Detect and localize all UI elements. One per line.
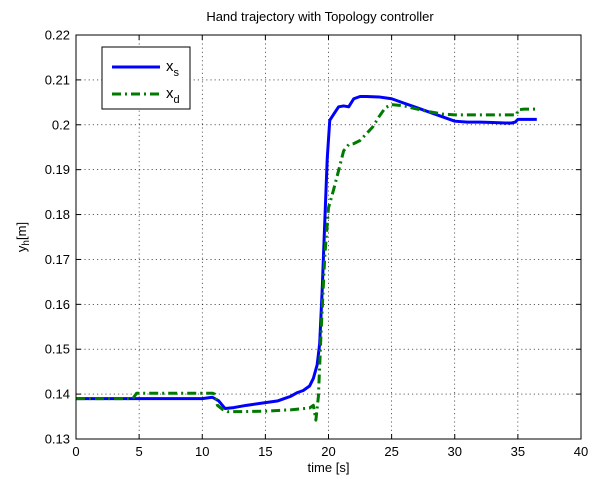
y-tick-label: 0.14 [45, 387, 70, 402]
x-axis-title: time [s] [308, 460, 350, 475]
y-axis-title: yh[m] [14, 222, 32, 252]
legend-label-xd-sub: d [174, 94, 180, 106]
series-line-xs [76, 95, 537, 410]
y-tick-label: 0.22 [45, 28, 70, 43]
x-tick-label: 30 [448, 444, 462, 459]
legend-label-xd-main: x [166, 85, 174, 102]
x-tick-label: 0 [72, 444, 79, 459]
y-tick-label: 0.21 [45, 72, 70, 87]
legend-label-xs-sub: s [174, 67, 180, 79]
x-tick-label: 20 [321, 444, 335, 459]
y-axis-title-main: y [14, 245, 29, 252]
y-tick-label: 0.18 [45, 207, 70, 222]
y-tick-label: 0.15 [45, 342, 70, 357]
y-tick-label: 0.16 [45, 297, 70, 312]
series-line-xd [76, 103, 537, 422]
x-tick-label: 15 [258, 444, 272, 459]
legend-label-xd: xd [166, 85, 180, 106]
legend-label-xs-main: x [166, 58, 174, 75]
y-tick-label: 0.2 [52, 117, 70, 132]
x-tick-label: 25 [384, 444, 398, 459]
chart-title: Hand trajectory with Topology controller [206, 9, 434, 24]
legend-label-xs: xs [166, 58, 180, 79]
legend: xs xd [101, 46, 191, 110]
y-axis-title-unit: [m] [14, 222, 29, 240]
axis-ticks: 0 5 10 15 20 25 30 35 40 0.13 0.14 0.15 0.16 0.17 0.18… [45, 28, 589, 460]
y-tick-label: 0.13 [45, 432, 70, 447]
y-tick-label: 0.19 [45, 162, 70, 177]
legend-box [101, 46, 191, 110]
y-axis-title-sub: h [21, 240, 32, 246]
y-tick-label: 0.17 [45, 252, 70, 267]
series-lines [76, 95, 537, 422]
x-tick-label: 10 [195, 444, 209, 459]
x-tick-label: 35 [511, 444, 525, 459]
x-tick-label: 5 [136, 444, 143, 459]
x-tick-label: 40 [574, 444, 588, 459]
